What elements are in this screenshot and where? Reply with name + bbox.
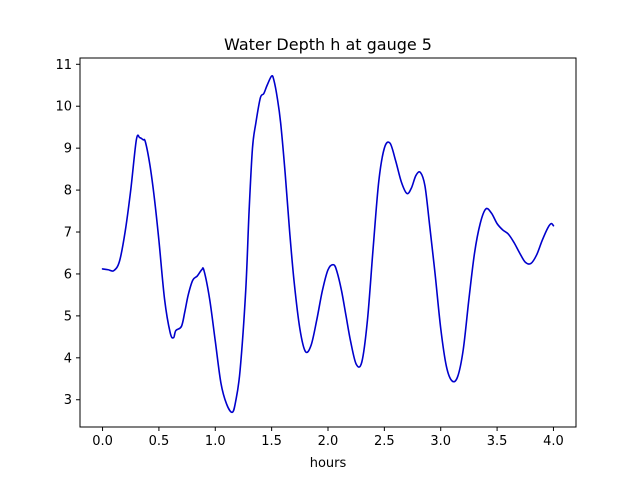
- x-tick-label: 1.5: [261, 434, 282, 449]
- x-axis: 0.0 0.5 1.0 1.5 2.0 2.5 3.0 3.5 4.0: [92, 427, 564, 449]
- x-tick-label: 2.0: [318, 434, 339, 449]
- y-tick-label: 10: [55, 100, 72, 115]
- y-tick-label: 9: [64, 142, 72, 157]
- series-line: [101, 75, 555, 414]
- y-tick-label: 8: [64, 184, 72, 199]
- x-tick-label: 0.5: [149, 434, 170, 449]
- y-tick-label: 7: [64, 226, 72, 241]
- x-tick-label: 0.0: [92, 434, 113, 449]
- y-tick-label: 11: [55, 58, 72, 73]
- y-tick-label: 3: [64, 393, 72, 408]
- x-tick-label: 4.0: [543, 434, 564, 449]
- x-tick-label: 3.5: [487, 434, 508, 449]
- chart-title: Water Depth h at gauge 5: [224, 35, 432, 54]
- y-axis: 3 4 5 6 7 8 9 10 11: [55, 58, 80, 408]
- x-tick-label: 2.5: [374, 434, 395, 449]
- x-tick-label: 3.0: [430, 434, 451, 449]
- x-tick-label: 1.0: [205, 434, 226, 449]
- y-tick-label: 6: [64, 267, 72, 282]
- x-axis-label: hours: [310, 456, 347, 471]
- y-tick-label: 5: [64, 309, 72, 324]
- y-tick-label: 4: [64, 351, 72, 366]
